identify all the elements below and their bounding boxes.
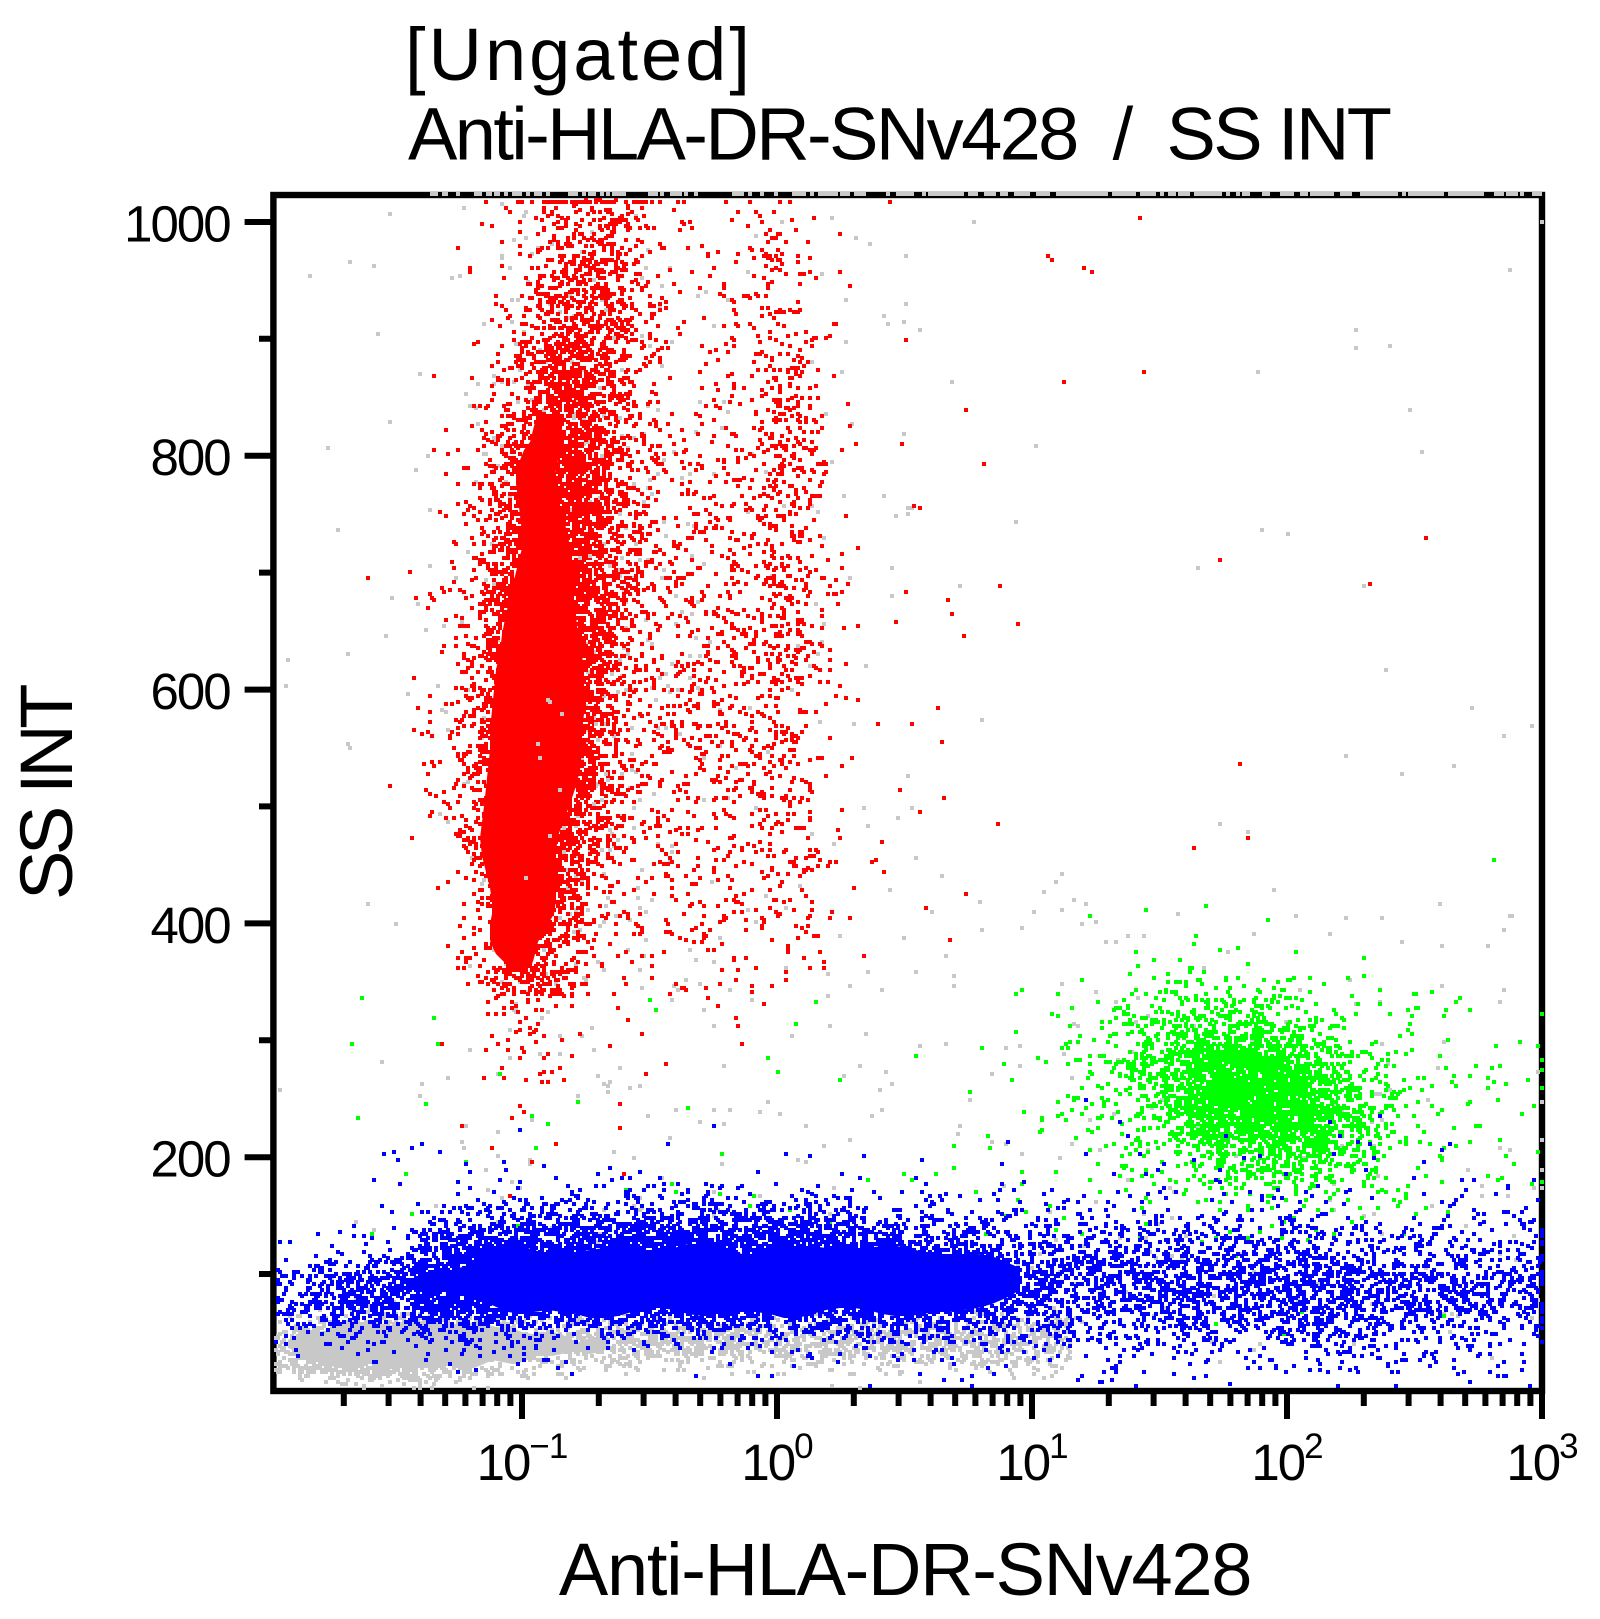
svg-text:800: 800 xyxy=(151,429,231,486)
svg-text:SS INT: SS INT xyxy=(5,685,88,900)
svg-text:1000: 1000 xyxy=(124,195,230,252)
svg-text:10−1: 10−1 xyxy=(477,1427,568,1491)
svg-text:Anti-HLA-DR-SNv428: Anti-HLA-DR-SNv428 xyxy=(559,1528,1251,1611)
svg-text:[Ungated]: [Ungated] xyxy=(405,13,753,96)
svg-text:Anti-HLA-DR-SNv428 / SS INT: Anti-HLA-DR-SNv428 / SS INT xyxy=(408,92,1391,175)
svg-text:200: 200 xyxy=(151,1131,231,1188)
svg-text:400: 400 xyxy=(151,897,231,954)
svg-text:600: 600 xyxy=(151,663,231,720)
